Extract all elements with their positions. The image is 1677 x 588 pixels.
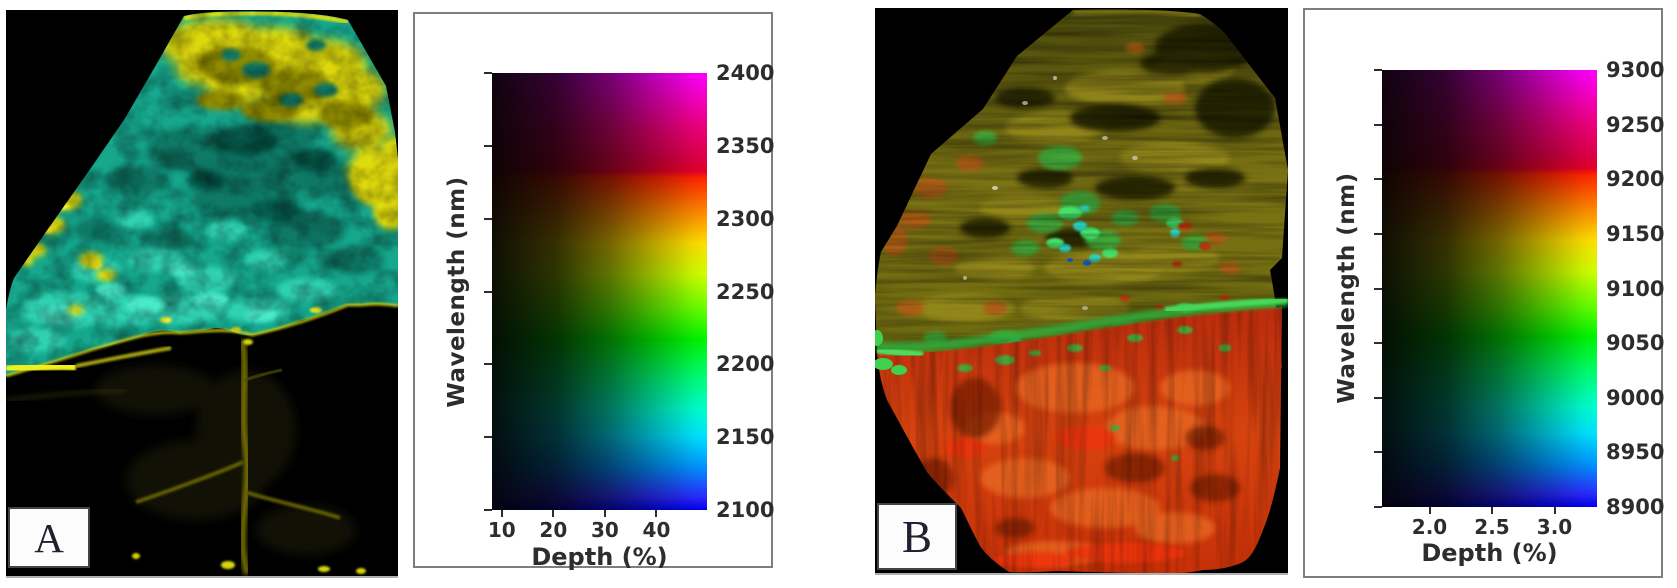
rock-b-contact-band — [875, 297, 1288, 375]
colorbar-panel-b: Wavelength (nm) Depth (%) 9300 9250 9200 91… — [1303, 8, 1665, 578]
y-tick-label: 9250 — [1606, 112, 1665, 137]
rock-a-vein-network — [6, 339, 366, 575]
y-tick-label: 9200 — [1606, 167, 1665, 192]
colorbar-gradient-a — [492, 73, 707, 510]
y-tick-mark — [484, 217, 492, 220]
x-tick-label: 2.0 — [1411, 515, 1448, 539]
y-tick-mark — [484, 436, 492, 439]
y-tick-mark — [1374, 396, 1382, 399]
y-tick-mark — [1374, 232, 1382, 235]
colorbar-gradient-b — [1382, 70, 1597, 507]
sample-b-artwork — [875, 8, 1288, 573]
y-tick-mark — [1374, 451, 1382, 454]
colorbar-panel-a: Wavelength (nm) Depth (%) 2400 2350 2300 22… — [413, 12, 775, 571]
x-tick-mark — [1491, 507, 1493, 514]
x-tick-mark — [655, 510, 658, 517]
x-tick-label: 30 — [590, 518, 619, 542]
y-tick-mark — [1374, 69, 1382, 71]
y-tick-mark — [484, 509, 492, 511]
y-tick-label: 9000 — [1606, 385, 1665, 410]
colorbar-a-y-axis-label: Wavelength (nm) — [444, 176, 470, 408]
y-tick-label: 2100 — [716, 498, 775, 522]
y-tick-label: 2150 — [716, 425, 775, 450]
y-tick-mark — [1374, 123, 1382, 126]
x-tick-mark — [603, 510, 606, 517]
y-tick-label: 2250 — [716, 279, 775, 304]
y-tick-label: 9300 — [1606, 58, 1665, 82]
sample-image-a: A — [6, 10, 398, 578]
y-tick-mark — [1374, 287, 1382, 290]
y-tick-label: 2300 — [716, 206, 775, 231]
y-tick-label: 9150 — [1606, 221, 1665, 246]
y-tick-mark — [484, 144, 492, 147]
y-tick-mark — [484, 72, 492, 74]
x-tick-mark — [1428, 507, 1431, 514]
y-tick-label: 2400 — [716, 61, 775, 85]
colorbar-a-x-axis-label: Depth (%) — [531, 543, 668, 571]
y-tick-label: 8900 — [1606, 495, 1665, 519]
panel-label-b: B — [901, 511, 932, 562]
sample-image-b: B — [875, 8, 1288, 575]
y-tick-label: 8950 — [1606, 440, 1665, 465]
rock-a-boundary-streak — [6, 302, 398, 378]
x-tick-label: 3.0 — [1536, 515, 1573, 539]
x-tick-mark — [1553, 507, 1556, 514]
x-tick-label: 40 — [642, 518, 671, 542]
colorbar-b-x-axis-label: Depth (%) — [1421, 539, 1558, 567]
y-tick-label: 9100 — [1606, 276, 1665, 301]
x-tick-label: 10 — [487, 518, 516, 542]
rock-a-cyan-body — [6, 11, 398, 377]
y-tick-label: 9050 — [1606, 331, 1665, 356]
y-tick-label: 2200 — [716, 352, 775, 377]
y-tick-mark — [484, 363, 492, 366]
x-tick-label: 2.5 — [1474, 515, 1510, 539]
y-tick-mark — [1374, 178, 1382, 181]
x-tick-mark — [500, 510, 503, 517]
x-tick-label: 20 — [539, 518, 568, 542]
y-tick-mark — [484, 290, 492, 293]
y-tick-mark — [1374, 506, 1382, 508]
panel-label-a: A — [34, 514, 64, 561]
colorbar-b-y-axis-label: Wavelength (nm) — [1334, 172, 1360, 404]
panel-label-box-a: A — [8, 507, 90, 568]
sample-a-artwork — [6, 10, 398, 576]
x-tick-mark — [552, 510, 555, 517]
y-tick-mark — [1374, 342, 1382, 345]
y-tick-label: 2350 — [716, 133, 775, 158]
panel-label-box-b: B — [877, 503, 957, 570]
